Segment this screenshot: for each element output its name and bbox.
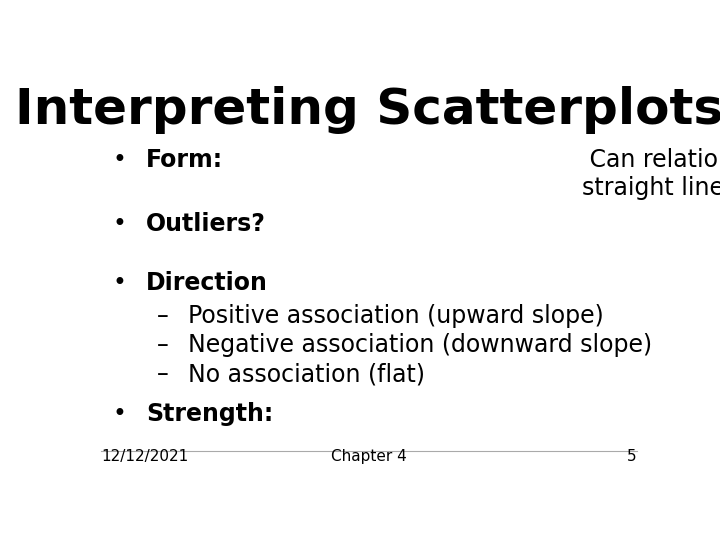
- Text: –: –: [157, 304, 168, 328]
- Text: 5: 5: [627, 449, 637, 464]
- Text: Can relationship be described by
straight line (linear)? ..by a curved line? etc: Can relationship be described by straigh…: [582, 148, 720, 200]
- Text: •: •: [112, 271, 126, 295]
- Text: Chapter 4: Chapter 4: [331, 449, 407, 464]
- Text: •: •: [112, 402, 126, 426]
- Text: Strength:: Strength:: [145, 402, 273, 426]
- Text: –: –: [157, 362, 168, 386]
- Text: Direction: Direction: [145, 271, 268, 295]
- Text: Form:: Form:: [145, 148, 223, 172]
- Text: Positive association (upward slope): Positive association (upward slope): [188, 304, 603, 328]
- Text: Outliers?: Outliers?: [145, 212, 266, 237]
- Text: Negative association (downward slope): Negative association (downward slope): [188, 333, 652, 357]
- Text: 12/12/2021: 12/12/2021: [101, 449, 189, 464]
- Text: Interpreting Scatterplots: Interpreting Scatterplots: [15, 85, 720, 133]
- Text: •: •: [112, 212, 126, 237]
- Text: •: •: [112, 148, 126, 172]
- Text: –: –: [157, 333, 168, 357]
- Text: No association (flat): No association (flat): [188, 362, 425, 386]
